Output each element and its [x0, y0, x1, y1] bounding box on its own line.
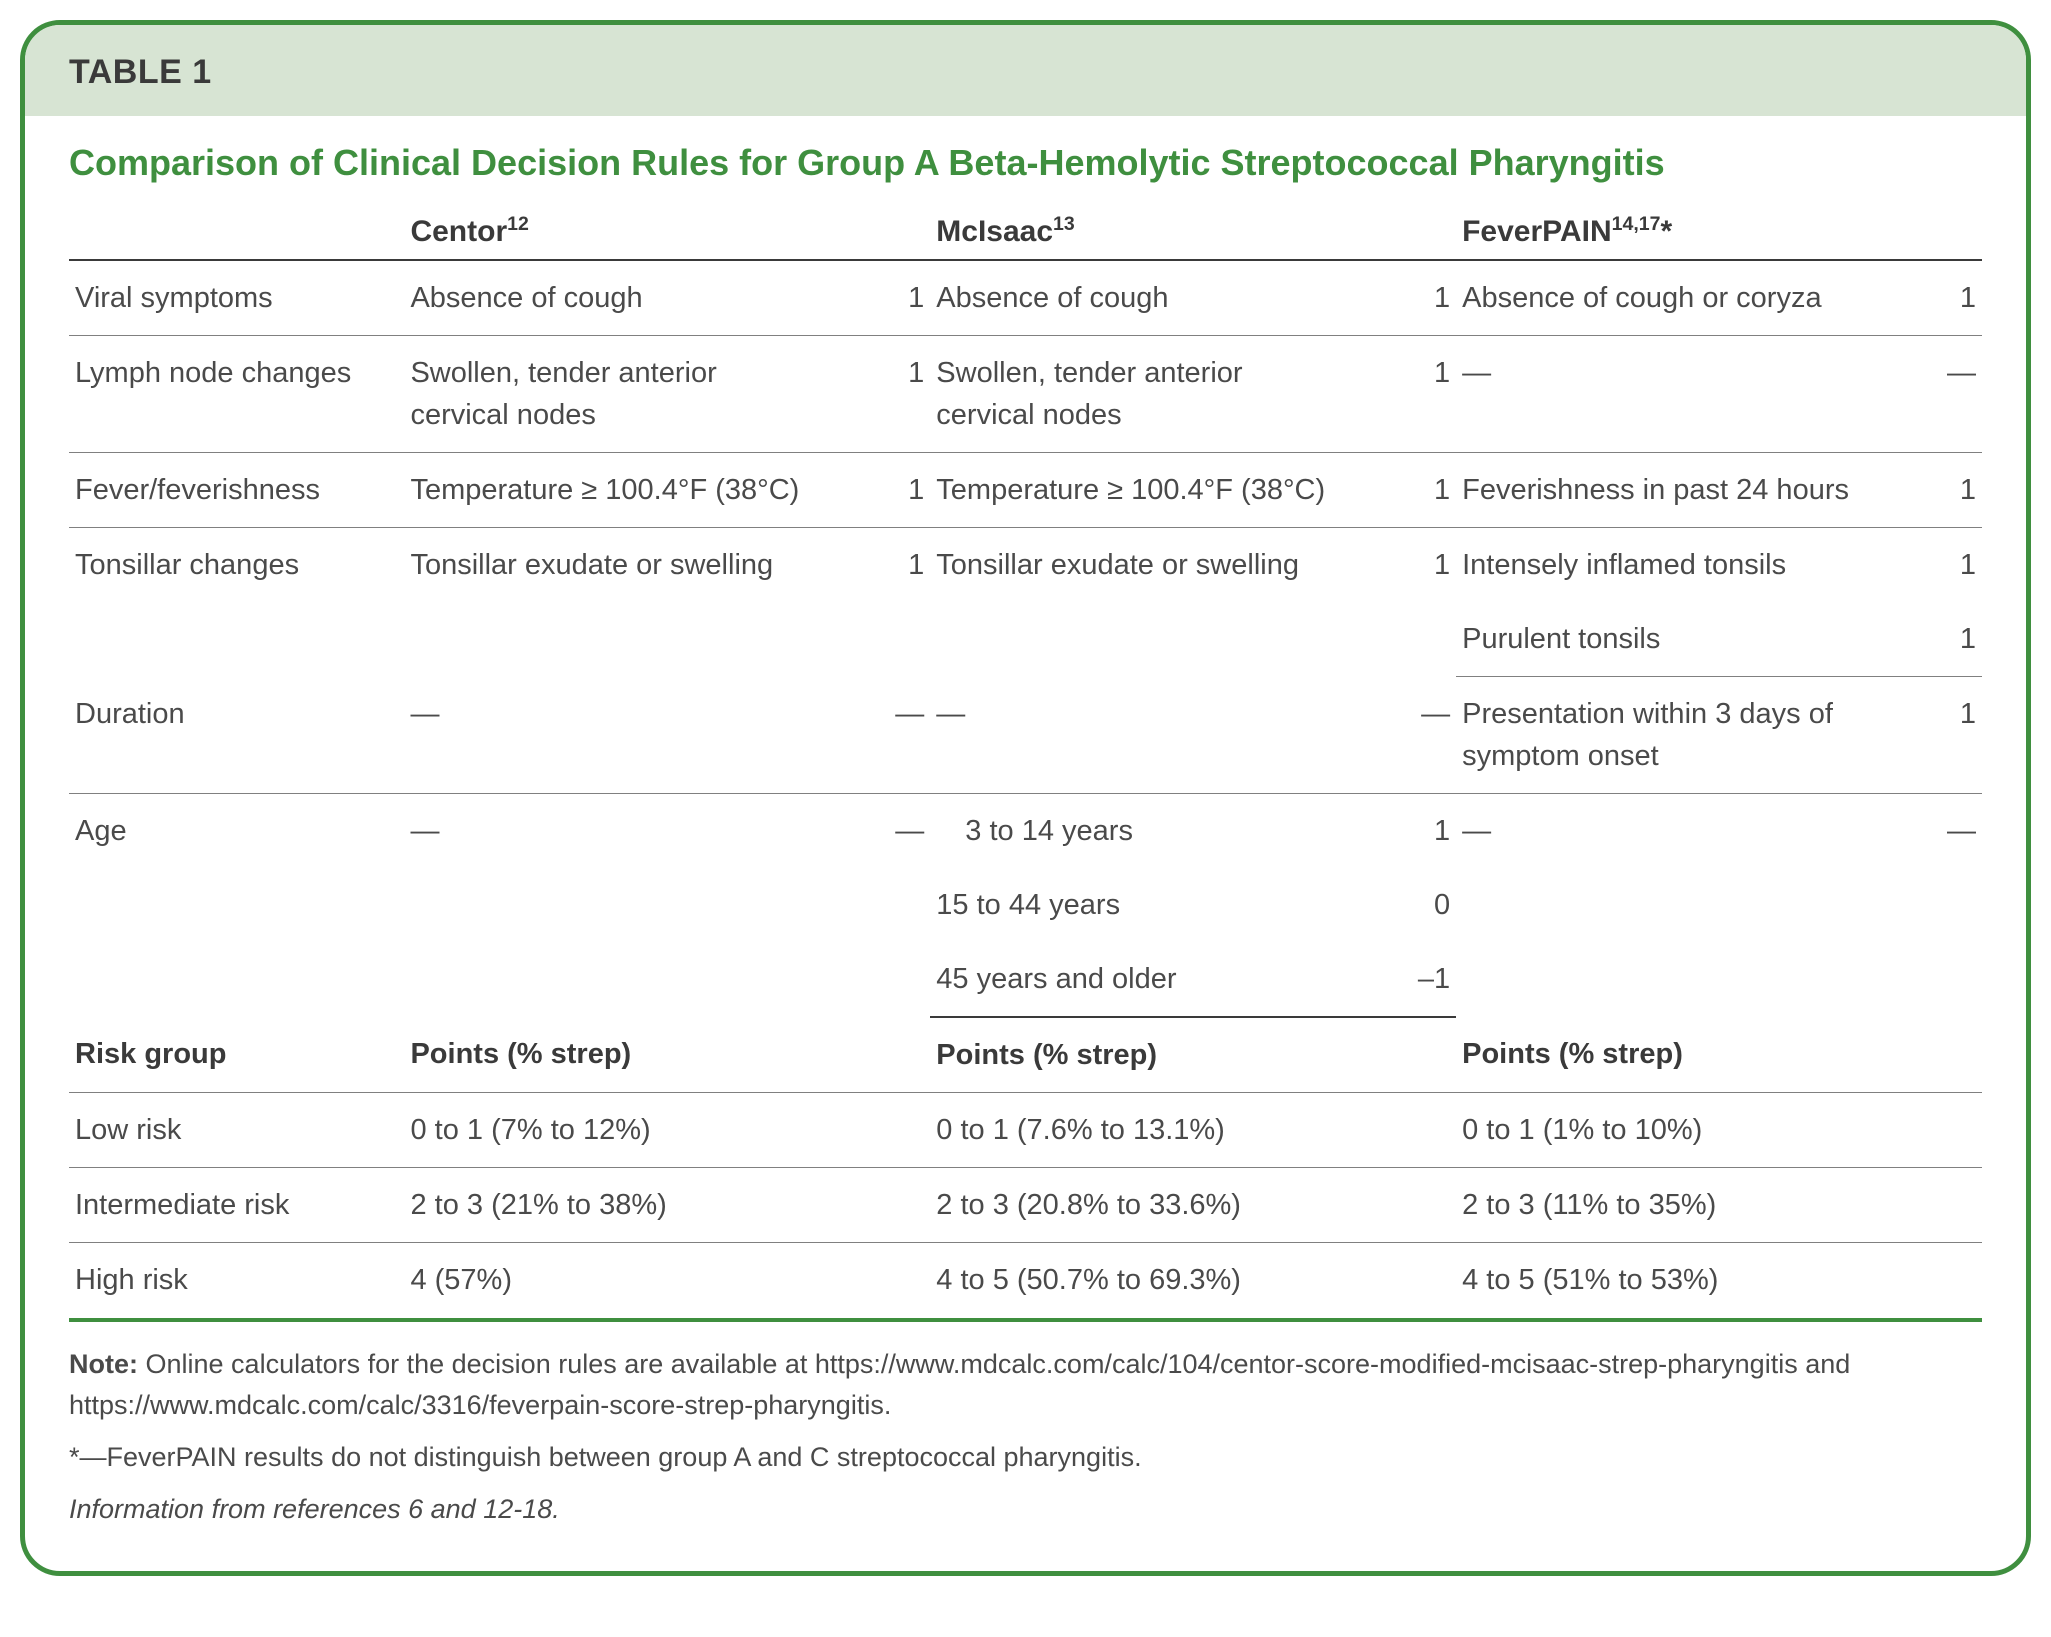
cell-value: 4 (57%): [404, 1243, 930, 1320]
cell-desc: Swollen, tender anterior cervical nodes: [404, 335, 821, 452]
footnote-info: Information from references 6 and 12-18.: [69, 1489, 1982, 1531]
risk-col-header: Points (% strep): [1456, 1017, 1982, 1093]
row-age-a: Age —— 3 to 14 years1 ——: [69, 794, 1982, 869]
column-header-row: Centor12 McIsaac13 FeverPAIN14,17*: [69, 205, 1982, 260]
row-tonsillar-a: Tonsillar changes Tonsillar exudate or s…: [69, 527, 1982, 602]
cell-desc: —: [930, 677, 1347, 794]
cell-value: 0 to 1 (7% to 12%): [404, 1093, 930, 1168]
row-label: Intermediate risk: [69, 1168, 404, 1243]
cell-points: 1: [822, 260, 931, 336]
table-title: Comparison of Clinical Decision Rules fo…: [69, 140, 1982, 187]
cell-desc: —: [404, 794, 821, 1018]
risk-col-header: Points (% strep): [930, 1017, 1456, 1093]
cell-value: 2 to 3 (20.8% to 33.6%): [930, 1168, 1456, 1243]
cell-points: 1: [1873, 527, 1982, 602]
cell-points: 1: [1347, 794, 1456, 869]
comparison-table: Centor12 McIsaac13 FeverPAIN14,17* Viral…: [69, 205, 1982, 1322]
cell-desc: Tonsillar exudate or swelling: [404, 527, 821, 676]
cell-points: 1: [822, 527, 931, 676]
cell-desc: Purulent tonsils: [1456, 602, 1873, 677]
cell-desc: —: [1456, 335, 1873, 452]
cell-desc: 3 to 14 years: [930, 794, 1347, 869]
row-label: Fever/feverishness: [69, 452, 404, 527]
cell-points: —: [1873, 794, 1982, 1018]
cell-desc: 15 to 44 years: [930, 868, 1347, 942]
cell-desc: Feverishness in past 24 hours: [1456, 452, 1873, 527]
cell-points: 1: [1347, 527, 1456, 676]
row-risk-header: Risk group Points (% strep) Points (% st…: [69, 1017, 1982, 1093]
risk-group-label: Risk group: [69, 1017, 404, 1093]
risk-col-header: Points (% strep): [404, 1017, 930, 1093]
cell-desc: Absence of cough: [930, 260, 1347, 336]
row-label: Duration: [69, 677, 404, 794]
cell-points: 1: [822, 452, 931, 527]
cell-points: —: [822, 794, 931, 1018]
cell-desc: Absence of cough or coryza: [1456, 260, 1873, 336]
cell-points: –1: [1347, 942, 1456, 1017]
cell-points: 1: [1347, 260, 1456, 336]
row-fever: Fever/feverishness Temperature ≥ 100.4°F…: [69, 452, 1982, 527]
cell-points: —: [822, 677, 931, 794]
table-header-bar: TABLE 1: [25, 25, 2026, 116]
table-content: Comparison of Clinical Decision Rules fo…: [25, 116, 2026, 1330]
cell-points: 1: [1873, 602, 1982, 677]
footnote-note: Note: Online calculators for the decisio…: [69, 1344, 1982, 1428]
row-label: Lymph node changes: [69, 335, 404, 452]
cell-points: 1: [1873, 452, 1982, 527]
cell-value: 2 to 3 (21% to 38%): [404, 1168, 930, 1243]
cell-value: 4 to 5 (50.7% to 69.3%): [930, 1243, 1456, 1320]
cell-desc: Presentation within 3 days of symptom on…: [1456, 677, 1873, 794]
cell-desc: Intensely inflamed tonsils: [1456, 527, 1873, 602]
row-label: Age: [69, 794, 404, 1018]
cell-points: 1: [822, 335, 931, 452]
row-risk-intermediate: Intermediate risk 2 to 3 (21% to 38%) 2 …: [69, 1168, 1982, 1243]
cell-desc: Temperature ≥ 100.4°F (38°C): [930, 452, 1347, 527]
table-frame: TABLE 1 Comparison of Clinical Decision …: [20, 20, 2031, 1576]
row-lymph-node: Lymph node changes Swollen, tender anter…: [69, 335, 1982, 452]
cell-desc: —: [404, 677, 821, 794]
cell-desc: Tonsillar exudate or swelling: [930, 527, 1347, 676]
cell-desc: —: [1456, 794, 1873, 1018]
table-number: TABLE 1: [69, 53, 1982, 92]
cell-points: —: [1873, 335, 1982, 452]
cell-value: 4 to 5 (51% to 53%): [1456, 1243, 1982, 1320]
row-viral-symptoms: Viral symptoms Absence of cough1 Absence…: [69, 260, 1982, 336]
row-risk-low: Low risk 0 to 1 (7% to 12%) 0 to 1 (7.6%…: [69, 1093, 1982, 1168]
row-label: High risk: [69, 1243, 404, 1320]
cell-points: 0: [1347, 868, 1456, 942]
col-header-centor: Centor12: [404, 205, 930, 260]
cell-points: 1: [1347, 335, 1456, 452]
row-label: Tonsillar changes: [69, 527, 404, 676]
cell-desc: Temperature ≥ 100.4°F (38°C): [404, 452, 821, 527]
table-footnotes: Note: Online calculators for the decisio…: [25, 1330, 2026, 1571]
col-header-mcisaac: McIsaac13: [930, 205, 1456, 260]
cell-points: —: [1347, 677, 1456, 794]
row-duration: Duration —— —— Presentation within 3 day…: [69, 677, 1982, 794]
cell-points: 1: [1873, 677, 1982, 794]
cell-desc: 45 years and older: [930, 942, 1347, 1017]
cell-desc: Swollen, tender anterior cervical nodes: [930, 335, 1347, 452]
cell-points: 1: [1873, 260, 1982, 336]
cell-desc: Absence of cough: [404, 260, 821, 336]
footnote-asterisk: *—FeverPAIN results do not distinguish b…: [69, 1437, 1982, 1479]
cell-value: 2 to 3 (11% to 35%): [1456, 1168, 1982, 1243]
row-label: Viral symptoms: [69, 260, 404, 336]
cell-value: 0 to 1 (1% to 10%): [1456, 1093, 1982, 1168]
cell-value: 0 to 1 (7.6% to 13.1%): [930, 1093, 1456, 1168]
row-label: Low risk: [69, 1093, 404, 1168]
cell-points: 1: [1347, 452, 1456, 527]
col-header-feverpain: FeverPAIN14,17*: [1456, 205, 1982, 260]
row-risk-high: High risk 4 (57%) 4 to 5 (50.7% to 69.3%…: [69, 1243, 1982, 1320]
